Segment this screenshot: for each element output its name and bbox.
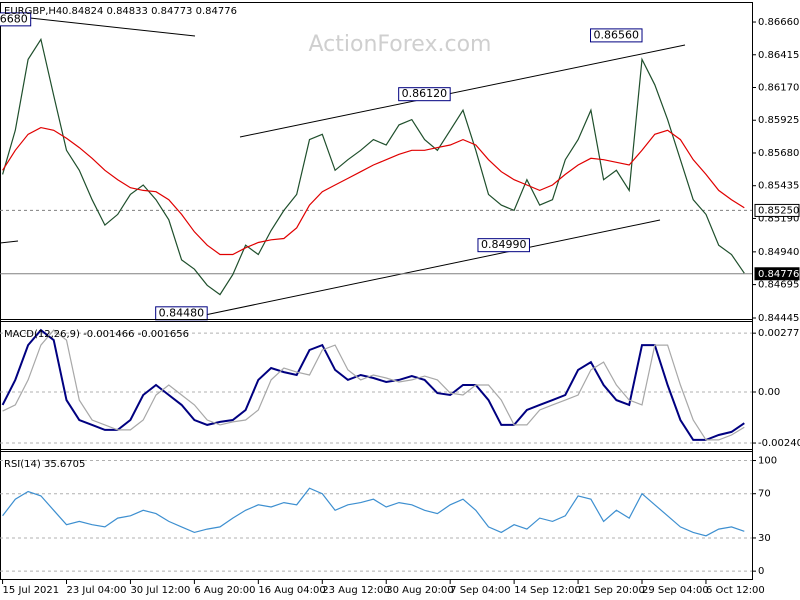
- panel-title: MACD(12,26,9) -0.001466 -0.001656: [4, 329, 189, 340]
- y-tick-label: 0.85680: [758, 148, 799, 159]
- y-tick-label: 0.86170: [758, 83, 799, 94]
- level-label-box: [754, 267, 800, 281]
- series-line: [1, 328, 745, 441]
- annotation: 0.84990: [477, 238, 530, 253]
- y-tick-label: 0.84940: [758, 247, 799, 258]
- x-tick-label: 30 Aug 20:00: [386, 585, 453, 596]
- panel-subtitle: 0.84824 0.84833 0.84773 0.84776: [62, 6, 237, 17]
- x-tick-label: 6 Aug 20:00: [194, 585, 255, 596]
- annotation: 0.84480: [155, 306, 208, 321]
- channel-line: [204, 219, 661, 316]
- y-tick-label: 100: [758, 456, 777, 467]
- series-line: [2, 37, 745, 296]
- y-tick-label: 0.00: [758, 387, 780, 398]
- level-label-box: [754, 203, 800, 217]
- series-line: [2, 329, 745, 441]
- series-line: [2, 126, 745, 256]
- y-tick-label: 0.86415: [758, 50, 799, 61]
- y-tick-label: 0.84445: [758, 313, 799, 324]
- x-tick-label: 6 Oct 12:00: [706, 585, 765, 596]
- x-tick-label: 7 Sep 04:00: [450, 585, 510, 596]
- panel-title: EURGBP,H4: [4, 6, 62, 17]
- x-tick-label: 30 Jul 12:00: [130, 585, 190, 596]
- x-tick-label: 14 Sep 12:00: [514, 585, 581, 596]
- x-tick-label: 15 Jul 2021: [3, 585, 60, 596]
- y-tick-label: 0.86660: [758, 17, 799, 28]
- y-tick-label: 70: [758, 489, 771, 500]
- watermark: ActionForex.com: [309, 32, 492, 57]
- annotation-label: 0.86120: [402, 87, 448, 100]
- y-tick-label: -0.002407: [758, 438, 800, 449]
- trend-line: [0, 240, 19, 244]
- panel-title: RSI(14) 35.6705: [4, 459, 85, 470]
- x-tick-label: 23 Jul 04:00: [67, 585, 127, 596]
- series-line: [2, 487, 745, 537]
- annotation-label: 6680: [0, 12, 28, 25]
- trend-line: [29, 17, 196, 37]
- x-tick-label: 21 Sep 20:00: [578, 585, 645, 596]
- y-tick-label: 0.85190: [758, 213, 799, 224]
- panel-frame: [0, 2, 753, 322]
- level-label: 0.85250: [758, 205, 799, 216]
- y-tick-label: 0.85435: [758, 181, 799, 192]
- level-label: 0.84776: [758, 269, 799, 280]
- annotation: 0.86120: [398, 87, 451, 102]
- channel-line: [239, 44, 686, 138]
- annotation-label: 0.84480: [159, 306, 205, 319]
- y-tick-label: 0.84695: [758, 280, 799, 291]
- annotation-box: [398, 87, 451, 102]
- x-tick-label: 23 Aug 12:00: [322, 585, 389, 596]
- x-tick-label: 29 Sep 04:00: [642, 585, 709, 596]
- annotation-box: [477, 238, 530, 253]
- annotation-label: 0.84990: [481, 238, 527, 251]
- annotation-label: 0.86560: [594, 28, 640, 41]
- panel-frame: [0, 319, 753, 452]
- x-tick-label: 16 Aug 04:00: [258, 585, 325, 596]
- y-tick-label: 30: [758, 533, 771, 544]
- y-tick-label: 0: [758, 566, 764, 577]
- panel-frame: [0, 449, 753, 580]
- annotation: 6680: [0, 12, 32, 27]
- y-tick-label: 0.002775: [758, 328, 800, 339]
- y-tick-label: 0.85925: [758, 115, 799, 126]
- annotation-box: [590, 28, 643, 43]
- annotation-box: [0, 12, 32, 27]
- annotation: 0.86560: [590, 28, 643, 43]
